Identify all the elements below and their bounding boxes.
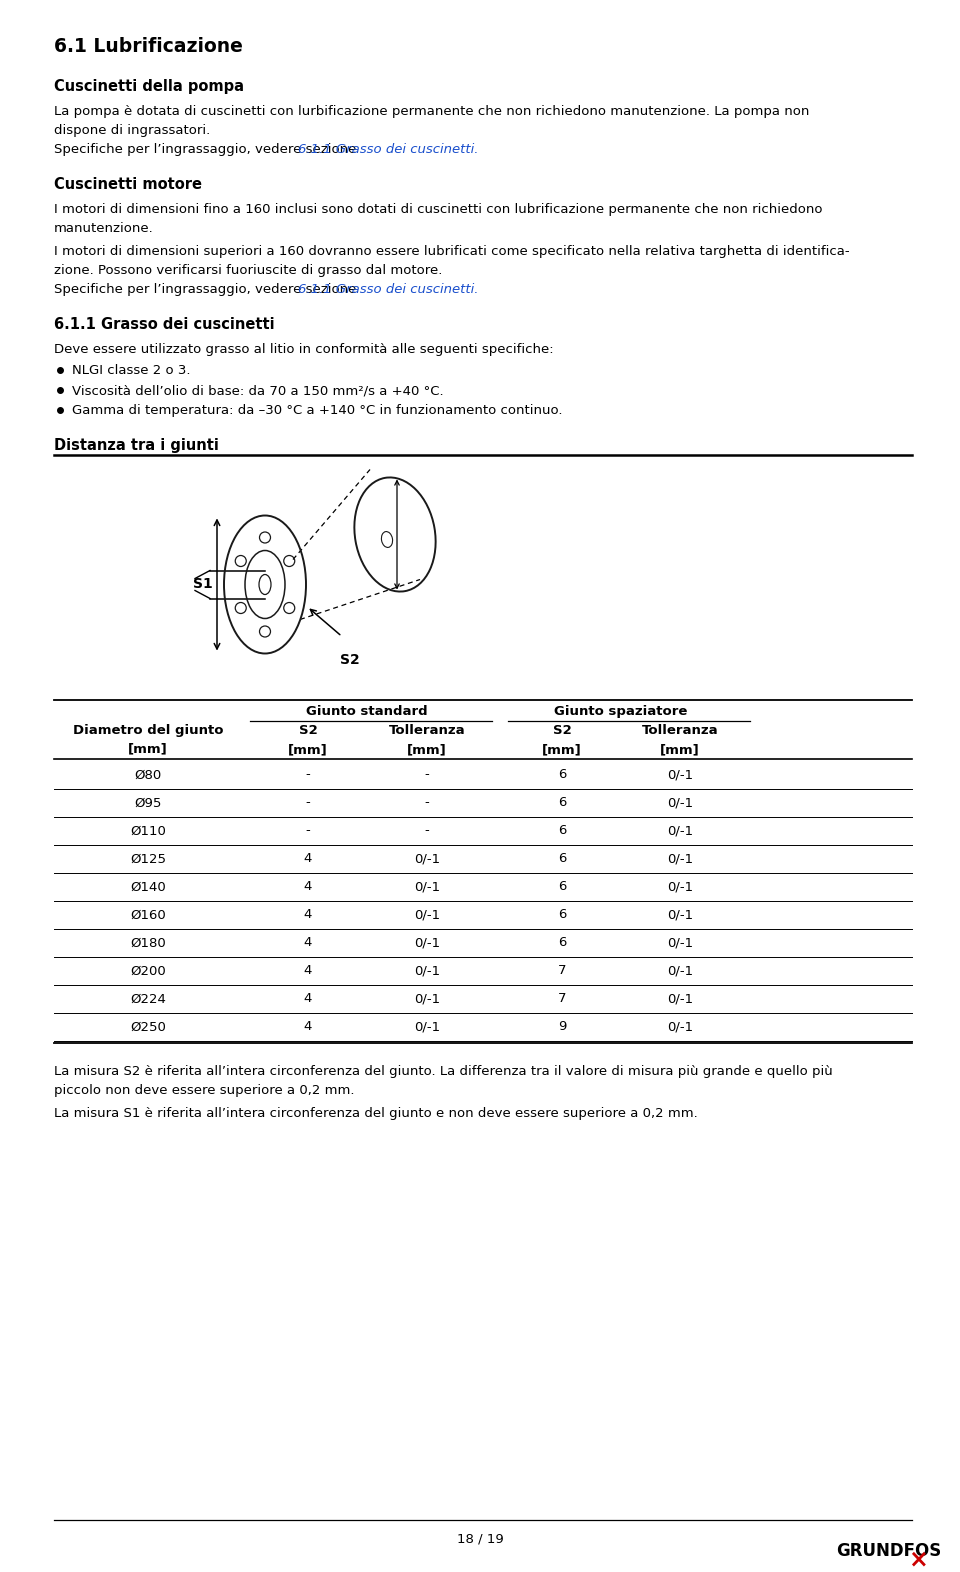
Text: [mm]: [mm] [660,744,700,756]
Text: La misura S2 è riferita all’intera circonferenza del giunto. La differenza tra i: La misura S2 è riferita all’intera circo… [54,1064,832,1078]
Text: 0/-1: 0/-1 [667,880,693,893]
Text: 4: 4 [303,852,312,866]
Text: 0/-1: 0/-1 [414,1020,440,1033]
Text: Cuscinetti motore: Cuscinetti motore [54,178,202,192]
Text: -: - [305,769,310,781]
Text: 0/-1: 0/-1 [667,824,693,838]
Text: 0/-1: 0/-1 [667,909,693,921]
Text: Ø180: Ø180 [131,937,166,949]
Text: 4: 4 [303,880,312,893]
Text: 0/-1: 0/-1 [414,965,440,978]
Text: Ø125: Ø125 [130,852,166,866]
Text: GRUNDFOS: GRUNDFOS [836,1542,941,1559]
Text: Distanza tra i giunti: Distanza tra i giunti [54,439,219,453]
Text: Ø160: Ø160 [131,909,166,921]
Text: Ø140: Ø140 [131,880,166,893]
Text: Deve essere utilizzato grasso al litio in conformità alle seguenti specifiche:: Deve essere utilizzato grasso al litio i… [54,343,554,355]
Text: 9: 9 [558,1020,566,1033]
Text: 0/-1: 0/-1 [667,992,693,1006]
Text: Viscosità dell’olio di base: da 70 a 150 mm²/s a +40 °C.: Viscosità dell’olio di base: da 70 a 150… [72,384,444,398]
Text: 0/-1: 0/-1 [667,852,693,866]
Text: 0/-1: 0/-1 [667,937,693,949]
Text: -: - [424,769,429,781]
Text: I motori di dimensioni fino a 160 inclusi sono dotati di cuscinetti con lubrific: I motori di dimensioni fino a 160 inclus… [54,203,823,215]
Text: S2: S2 [340,652,360,667]
Text: dispone di ingrassatori.: dispone di ingrassatori. [54,124,210,137]
Text: La pompa è dotata di cuscinetti con lurbificazione permanente che non richiedono: La pompa è dotata di cuscinetti con lurb… [54,105,809,118]
Text: Specifiche per l’ingrassaggio, vedere sezione: Specifiche per l’ingrassaggio, vedere se… [54,283,361,296]
Text: 7: 7 [558,992,566,1006]
Text: Ø250: Ø250 [130,1020,166,1033]
Text: 4: 4 [303,992,312,1006]
Text: S2: S2 [299,725,318,737]
Text: 6: 6 [558,937,566,949]
Text: Ø200: Ø200 [131,965,166,978]
Text: [mm]: [mm] [407,744,446,756]
Text: 6.1 Lubrificazione: 6.1 Lubrificazione [54,38,243,57]
Text: 0/-1: 0/-1 [667,965,693,978]
Text: -: - [424,824,429,838]
Text: 0/-1: 0/-1 [414,909,440,921]
Text: -: - [424,797,429,810]
Text: La misura S1 è riferita all’intera circonferenza del giunto e non deve essere su: La misura S1 è riferita all’intera circo… [54,1107,698,1119]
Text: [mm]: [mm] [542,744,582,756]
Text: 0/-1: 0/-1 [414,852,440,866]
Text: Ø224: Ø224 [130,992,166,1006]
Text: S1: S1 [193,577,213,591]
Text: 4: 4 [303,937,312,949]
Text: 6: 6 [558,769,566,781]
Text: Ø95: Ø95 [134,797,161,810]
Text: Giunto standard: Giunto standard [306,704,428,718]
Text: 4: 4 [303,965,312,978]
Text: piccolo non deve essere superiore a 0,2 mm.: piccolo non deve essere superiore a 0,2 … [54,1085,354,1097]
Text: Ø110: Ø110 [130,824,166,838]
Text: Giunto spaziatore: Giunto spaziatore [554,704,687,718]
Text: NLGI classe 2 o 3.: NLGI classe 2 o 3. [72,365,190,377]
Text: 0/-1: 0/-1 [414,992,440,1006]
Text: [mm]: [mm] [128,742,168,755]
Text: 6: 6 [558,852,566,866]
Text: I motori di dimensioni superiori a 160 dovranno essere lubrificati come specific: I motori di dimensioni superiori a 160 d… [54,245,850,258]
Text: S2: S2 [553,725,571,737]
Text: 0/-1: 0/-1 [667,769,693,781]
Text: 4: 4 [303,909,312,921]
Text: Tolleranza: Tolleranza [641,725,718,737]
Text: 6.1.1 Grasso dei cuscinetti.: 6.1.1 Grasso dei cuscinetti. [298,143,478,156]
Text: 7: 7 [558,965,566,978]
Text: Diametro del giunto: Diametro del giunto [73,725,224,737]
Text: -: - [305,824,310,838]
Text: 6: 6 [558,797,566,810]
Text: ×: × [908,1548,927,1572]
Text: 6: 6 [558,909,566,921]
Text: Specifiche per l’ingrassaggio, vedere sezione: Specifiche per l’ingrassaggio, vedere se… [54,143,361,156]
Text: manutenzione.: manutenzione. [54,222,154,234]
Text: Cuscinetti della pompa: Cuscinetti della pompa [54,79,244,94]
Text: 6: 6 [558,824,566,838]
Text: [mm]: [mm] [288,744,328,756]
Text: zione. Possono verificarsi fuoriuscite di grasso dal motore.: zione. Possono verificarsi fuoriuscite d… [54,264,443,277]
Text: Ø80: Ø80 [134,769,161,781]
Text: 0/-1: 0/-1 [667,797,693,810]
Text: 6.1.1 Grasso dei cuscinetti: 6.1.1 Grasso dei cuscinetti [54,318,275,332]
Text: -: - [305,797,310,810]
Text: 0/-1: 0/-1 [667,1020,693,1033]
Text: 6: 6 [558,880,566,893]
Text: 4: 4 [303,1020,312,1033]
Text: 18 / 19: 18 / 19 [457,1533,503,1545]
Text: Tolleranza: Tolleranza [389,725,466,737]
Text: 0/-1: 0/-1 [414,937,440,949]
Text: Gamma di temperatura: da –30 °C a +140 °C in funzionamento continuo.: Gamma di temperatura: da –30 °C a +140 °… [72,404,563,417]
Text: 6.1.1 Grasso dei cuscinetti.: 6.1.1 Grasso dei cuscinetti. [298,283,478,296]
Text: 0/-1: 0/-1 [414,880,440,893]
